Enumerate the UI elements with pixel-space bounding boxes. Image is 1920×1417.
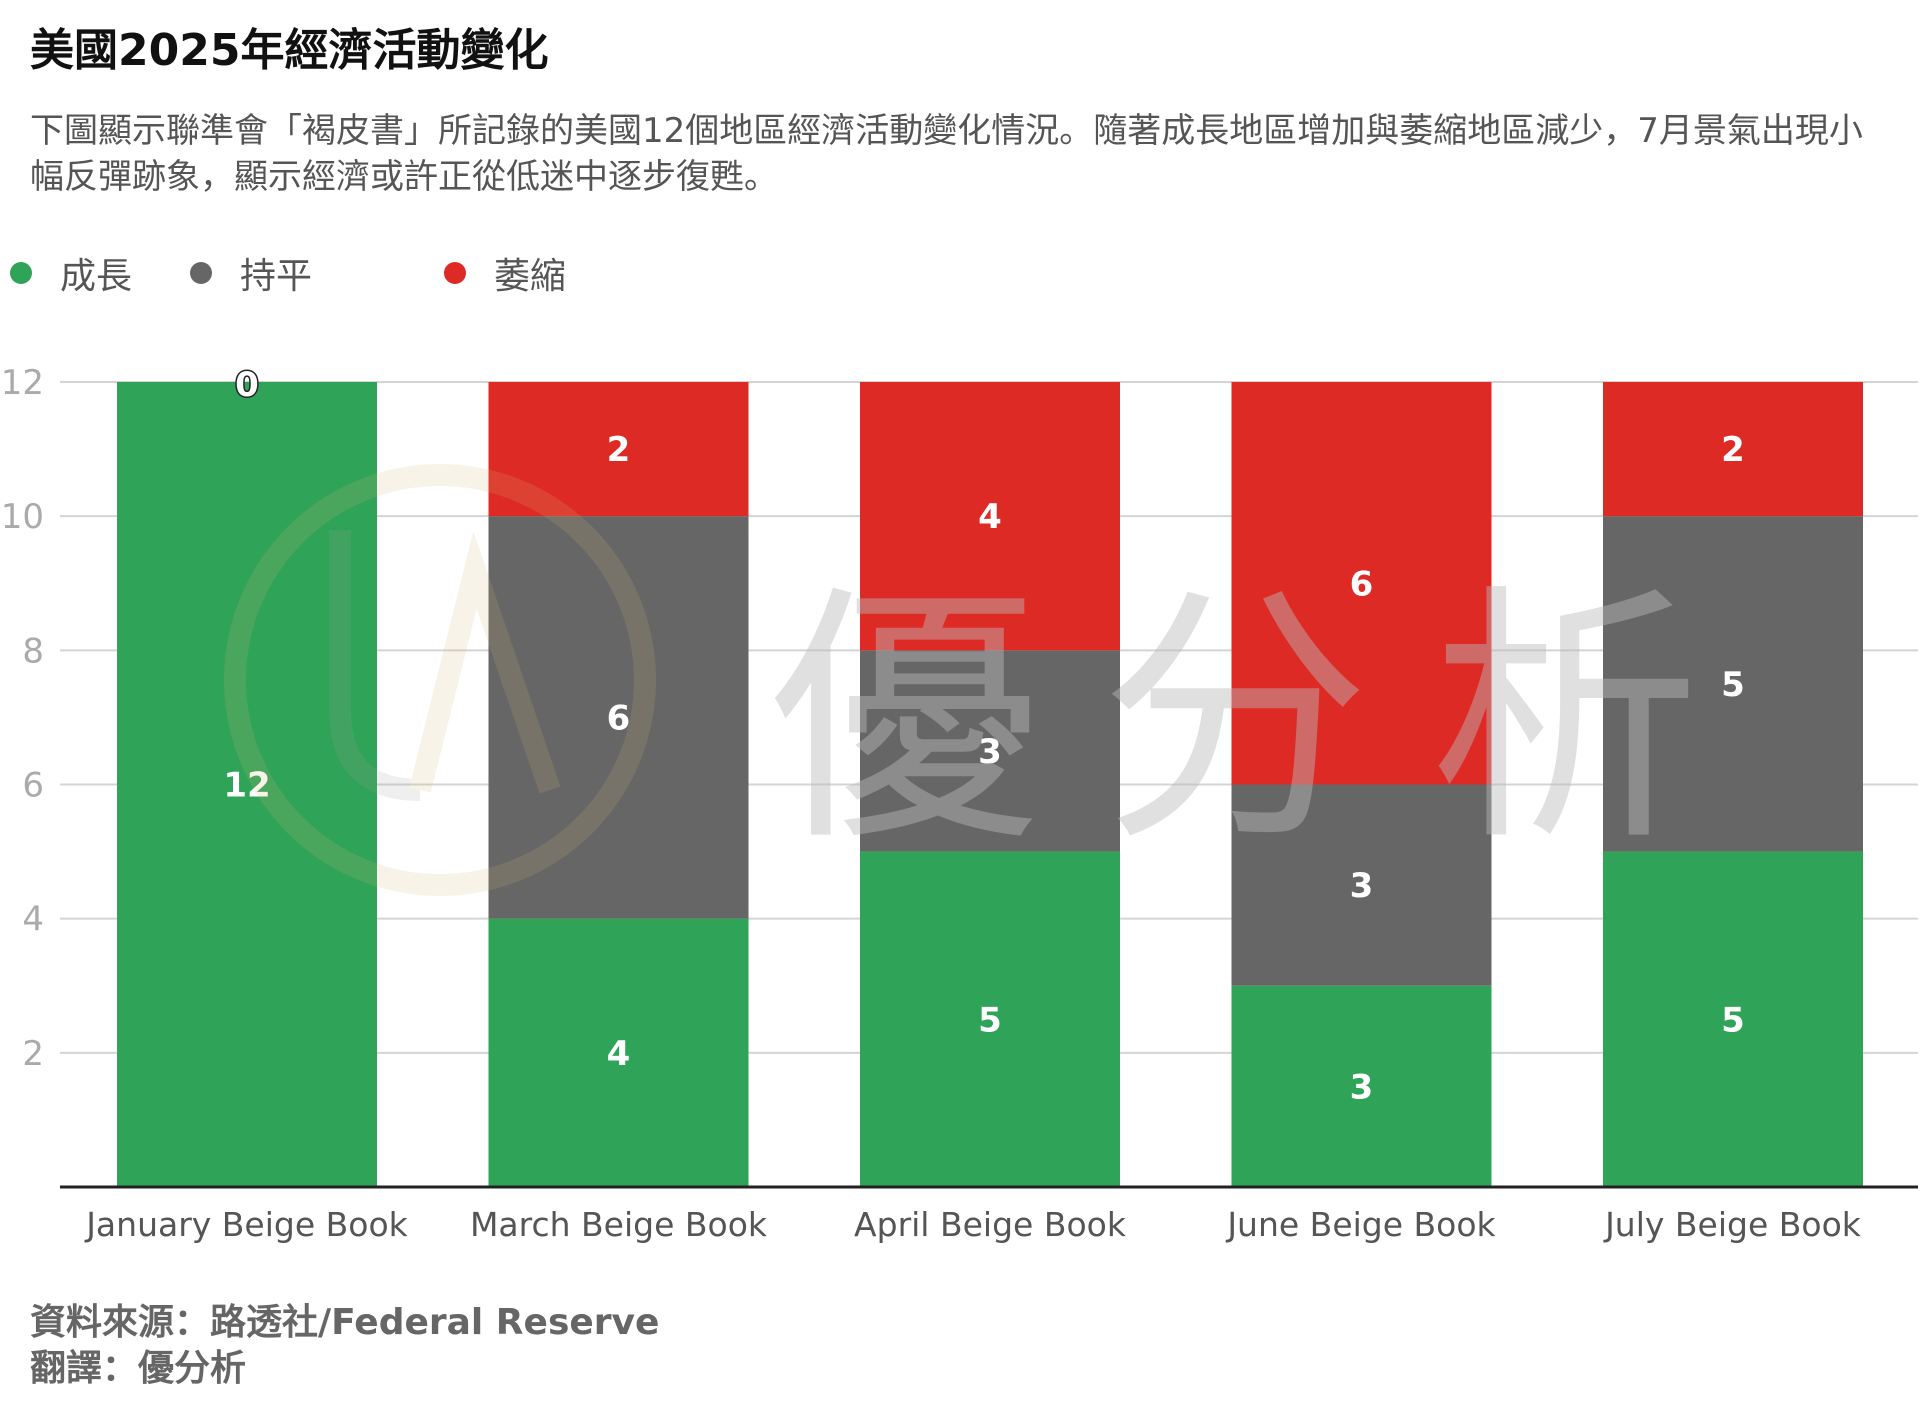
bar-segment [1603, 851, 1863, 1187]
data-label: 4 [607, 1034, 631, 1074]
bar-segment [488, 516, 749, 919]
bar-segment [860, 650, 1120, 852]
legend-item-growth: 成長 [10, 248, 132, 298]
data-label: 4 [978, 497, 1002, 537]
y-tick-label: 12 [1, 363, 44, 403]
x-tick-label: January Beige Book [84, 1205, 408, 1244]
bar-segment [1603, 516, 1863, 852]
legend-label-growth: 成長 [60, 256, 133, 297]
bar-segment [1231, 784, 1492, 986]
data-label: 0 [235, 365, 259, 405]
bar-segment [860, 382, 1120, 651]
bar-segment [488, 382, 749, 517]
bar-segment [488, 918, 749, 1187]
watermark-logo-icon [224, 464, 656, 896]
x-tick-label: April Beige Book [854, 1205, 1127, 1244]
data-label: 3 [1350, 866, 1374, 906]
legend-item-flat: 持平 [190, 248, 312, 298]
legend-dot-growth-icon [10, 262, 32, 284]
watermark-text: 優分析 [770, 562, 1760, 877]
legend-item-contraction: 萎縮 [444, 248, 566, 298]
legend-dot-flat-icon [190, 262, 212, 284]
y-tick-label: 8 [22, 631, 44, 671]
data-label: 6 [1350, 564, 1374, 604]
bar-segment [117, 382, 377, 1187]
legend-dot-contraction-icon [444, 262, 466, 284]
x-tick-label: March Beige Book [470, 1205, 768, 1244]
data-label: 3 [978, 732, 1002, 772]
bar-segment [1603, 382, 1863, 517]
footer: 資料來源：路透社/Federal Reserve 翻譯：優分析 [30, 1300, 659, 1392]
chart-title: 美國2025年經濟活動變化 [30, 25, 549, 76]
data-label: 5 [1721, 1000, 1745, 1040]
bar-segment [860, 851, 1120, 1187]
x-tick-label: June Beige Book [1225, 1205, 1496, 1244]
bar-segment [1231, 985, 1492, 1187]
data-label: 12 [223, 766, 270, 806]
legend-label-contraction: 萎縮 [494, 256, 567, 297]
data-label: 5 [1721, 665, 1745, 705]
source-note: 資料來源：路透社/Federal Reserve [30, 1302, 660, 1343]
y-tick-label: 6 [22, 766, 44, 806]
translation-note: 翻譯：優分析 [30, 1348, 247, 1389]
data-label: 3 [1350, 1067, 1374, 1107]
chart-subtitle: 下圖顯示聯準會「褐皮書」所記錄的美國12個地區經濟活動變化情況。隨著成長地區增加… [30, 111, 1863, 197]
legend: 成長 持平 萎縮 [0, 248, 1920, 298]
data-label: 2 [607, 430, 631, 470]
legend-label-flat: 持平 [240, 256, 313, 297]
y-tick-label: 4 [22, 900, 44, 940]
x-tick-label: July Beige Book [1603, 1205, 1862, 1244]
y-tick-label: 2 [22, 1034, 44, 1074]
bar-segment [1231, 382, 1492, 785]
data-label: 6 [607, 698, 631, 738]
data-label: 5 [978, 1000, 1002, 1040]
y-tick-label: 10 [1, 497, 44, 537]
data-label: 2 [1721, 430, 1745, 470]
